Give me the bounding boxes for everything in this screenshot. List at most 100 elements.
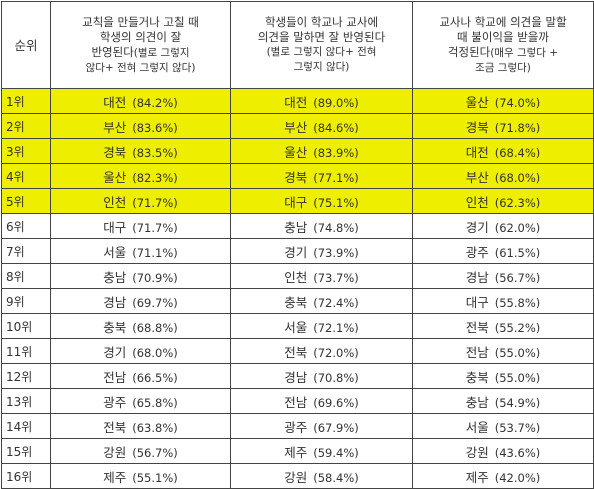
rank-cell: 14위 <box>1 413 51 439</box>
rank-cell: 4위 <box>1 163 51 189</box>
region-name: 제주 <box>284 444 308 460</box>
percentage: (70.8%) <box>313 370 359 385</box>
percentage: (83.5%) <box>132 145 178 160</box>
value-cell-c3: 대전 (68.4%) <box>412 138 594 164</box>
value-cell-c3: 대구 (55.8%) <box>412 288 594 314</box>
percentage: (84.6%) <box>313 120 359 135</box>
region-name: 경기 <box>103 344 127 360</box>
region-name: 경기 <box>284 244 308 260</box>
value-cell-c1: 광주 (65.8%) <box>50 388 231 414</box>
region-name: 서울 <box>465 419 489 435</box>
region-name: 서울 <box>103 244 127 260</box>
region-name: 충남 <box>103 269 127 285</box>
header-col3-line2: 때 불이익을 받을까 <box>457 29 549 44</box>
percentage: (68.0%) <box>494 170 541 185</box>
rank-cell: 16위 <box>1 463 51 489</box>
region-name: 제주 <box>103 469 127 485</box>
value-cell-c2: 대전 (89.0%) <box>230 88 413 114</box>
region-name: 경북 <box>465 119 489 135</box>
region-name: 대구 <box>284 194 308 210</box>
rank-cell: 12위 <box>1 363 51 389</box>
region-name: 인천 <box>103 194 127 210</box>
value-cell-c2: 경남 (70.8%) <box>230 363 413 389</box>
region-name: 울산 <box>465 94 489 110</box>
percentage: (73.9%) <box>313 245 359 260</box>
percentage: (84.2%) <box>132 95 178 110</box>
header-col2: 학생들이 학교나 교사에 의견을 말하면 잘 반영된다 (별로 그렇지 않다+ … <box>230 1 413 89</box>
region-name: 대구 <box>465 294 489 310</box>
region-name: 전남 <box>103 369 127 385</box>
header-col3-line3-main: 걱정된다 <box>447 44 491 59</box>
rank-cell: 9위 <box>1 288 51 314</box>
region-name: 경북 <box>284 169 308 185</box>
percentage: (71.7%) <box>132 220 178 235</box>
header-col2-line3: (별로 그렇지 않다+ 전혀 <box>266 46 377 58</box>
region-name: 울산 <box>284 144 308 160</box>
table-row: 2위 부산 (83.6%) 부산 (84.6%) 경북 (71.8%) <box>1 113 594 139</box>
percentage: (70.9%) <box>132 270 178 285</box>
region-name: 경남 <box>284 369 308 385</box>
value-cell-c1: 경기 (68.0%) <box>50 338 231 364</box>
value-cell-c3: 충남 (54.9%) <box>412 388 594 414</box>
value-cell-c3: 광주 (61.5%) <box>412 238 594 264</box>
value-cell-c2: 부산 (84.6%) <box>230 113 413 139</box>
value-cell-c2: 제주 (59.4%) <box>230 438 413 464</box>
header-col1: 교칙을 만들거나 고칠 때 학생의 의견이 잘 반영된다(별로 그렇지 않다+ … <box>50 1 231 89</box>
region-name: 충북 <box>103 319 127 335</box>
value-cell-c3: 강원 (43.6%) <box>412 438 594 464</box>
percentage: (59.4%) <box>313 445 359 460</box>
region-name: 전남 <box>284 394 308 410</box>
region-name: 전북 <box>465 319 489 335</box>
region-name: 충북 <box>465 369 489 385</box>
percentage: (68.4%) <box>494 145 541 160</box>
value-cell-c3: 전남 (55.0%) <box>412 338 594 364</box>
value-cell-c1: 전남 (66.5%) <box>50 363 231 389</box>
value-cell-c2: 대구 (75.1%) <box>230 188 413 214</box>
header-col1-line2: 학생의 의견이 잘 <box>99 29 182 44</box>
region-name: 광주 <box>284 419 308 435</box>
value-cell-c3: 경남 (56.7%) <box>412 263 594 289</box>
percentage: (89.0%) <box>313 95 359 110</box>
region-name: 인천 <box>284 269 308 285</box>
rank-cell: 1위 <box>1 88 51 114</box>
header-col1-line1: 교칙을 만들거나 고칠 때 <box>82 14 199 29</box>
table-row: 6위 대구 (71.7%) 충남 (74.8%) 경기 (62.0%) <box>1 213 594 239</box>
percentage: (71.7%) <box>132 195 178 210</box>
value-cell-c3: 충북 (55.0%) <box>412 363 594 389</box>
region-name: 전북 <box>284 344 308 360</box>
percentage: (62.3%) <box>494 195 541 210</box>
header-col2-line2: 의견을 말하면 잘 반영된다 <box>257 30 386 44</box>
value-cell-c3: 울산 (74.0%) <box>412 88 594 114</box>
table-row: 7위 서울 (71.1%) 경기 (73.9%) 광주 (61.5%) <box>1 238 594 264</box>
region-name: 제주 <box>465 469 489 485</box>
value-cell-c3: 경기 (62.0%) <box>412 213 594 239</box>
value-cell-c1: 강원 (56.7%) <box>50 438 231 464</box>
percentage: (71.1%) <box>132 245 178 260</box>
table-row: 8위 충남 (70.9%) 인천 (73.7%) 경남 (56.7%) <box>1 263 594 289</box>
rank-cell: 7위 <box>1 238 51 264</box>
percentage: (53.7%) <box>494 420 541 435</box>
header-col3-line4: 조금 그렇다) <box>475 61 531 74</box>
percentage: (56.7%) <box>132 445 178 460</box>
value-cell-c1: 제주 (55.1%) <box>50 463 231 489</box>
percentage: (82.3%) <box>132 170 178 185</box>
value-cell-c1: 전북 (63.8%) <box>50 413 231 439</box>
region-name: 전북 <box>103 419 127 435</box>
value-cell-c3: 서울 (53.7%) <box>412 413 594 439</box>
region-name: 울산 <box>103 169 127 185</box>
percentage: (73.7%) <box>313 270 359 285</box>
value-cell-c2: 강원 (58.4%) <box>230 463 413 489</box>
header-col1-line4: 않다+ 전혀 그렇지 않다) <box>85 61 196 74</box>
region-name: 충남 <box>465 394 489 410</box>
table-body: 1위 대전 (84.2%) 대전 (89.0%) 울산 (74.0%) 2위 부산 (83.6%)… <box>1 88 594 489</box>
header-rank: 순위 <box>1 1 51 89</box>
value-cell-c2: 경기 (73.9%) <box>230 238 413 264</box>
header-row: 순위 교칙을 만들거나 고칠 때 학생의 의견이 잘 반영된다(별로 그렇지 않… <box>1 1 594 89</box>
value-cell-c2: 충북 (72.4%) <box>230 288 413 314</box>
percentage: (69.6%) <box>313 395 359 410</box>
rank-cell: 15위 <box>1 438 51 464</box>
header-col2-line4: 그렇지 않다) <box>293 61 350 73</box>
value-cell-c1: 울산 (82.3%) <box>50 163 231 189</box>
region-name: 강원 <box>465 444 489 460</box>
